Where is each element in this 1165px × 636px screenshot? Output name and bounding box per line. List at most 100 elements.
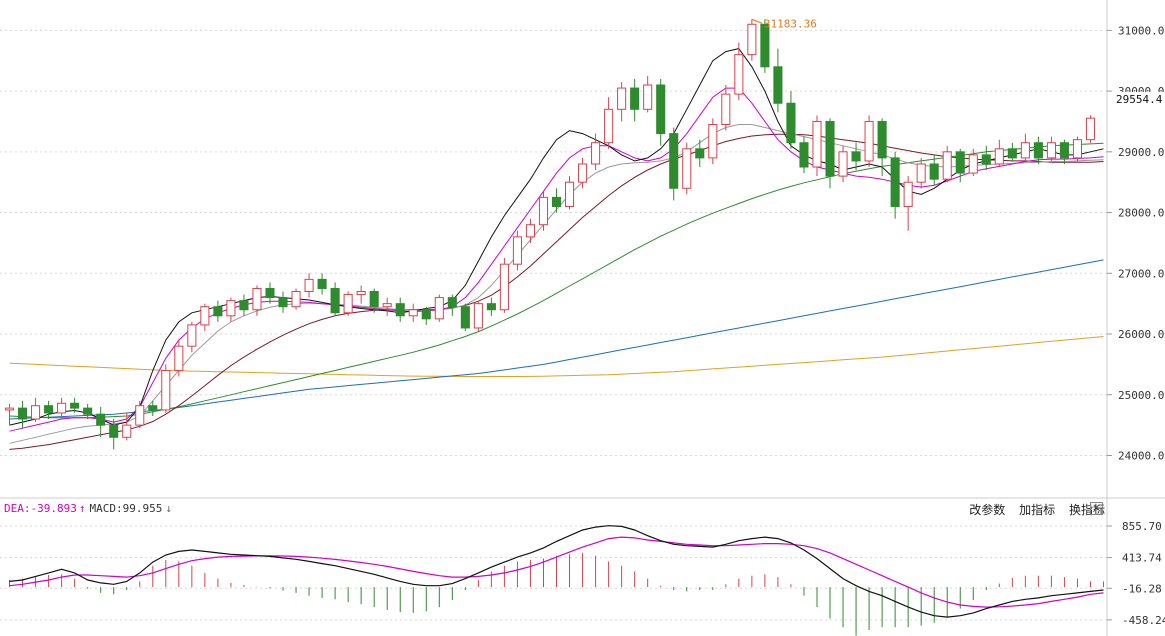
candlestick [499,258,509,313]
macd-legend: DEA:-39.893 ↑ MACD:99.955 ↓ [4,502,172,515]
main-panel: 31000.030000.029000.028000.027000.026000… [0,0,1164,498]
candlestick [395,297,405,322]
macd-axis-ticks: 855.70 413.74 -16.28 -458.24 [1107,520,1165,627]
candle-body [604,108,614,144]
candle-body [747,23,757,56]
price-tick-label: 28000.0 [1118,207,1164,220]
candlestick [656,78,666,146]
candlestick [981,145,991,171]
candlestick [851,142,861,171]
close-panel-button[interactable]: ✕ [1090,502,1103,515]
candle-body [83,407,93,415]
candlestick [382,297,392,316]
macd-tick-label: 855.70 [1122,520,1162,533]
candle-body [734,54,744,95]
candle-body [96,413,106,426]
candle-body [460,306,470,329]
candle-body [903,181,913,207]
candlestick [148,400,158,417]
candlestick [161,364,171,413]
candlestick [408,303,418,322]
candlestick [1072,136,1083,161]
moving-average-line [9,259,1104,420]
last-price-tag: 29554.4 [1110,92,1165,108]
candlestick [617,81,627,122]
candlestick [31,397,41,423]
candlestick [330,282,340,316]
candle-body [591,142,601,165]
candle-body [109,424,119,438]
candle-body [708,124,718,159]
candlestick [1033,136,1043,164]
candle-body [161,369,171,411]
candle-body [1059,142,1069,159]
candlestick [1059,139,1069,164]
candle-body [213,306,223,317]
candle-body [473,303,483,329]
candlestick [109,419,119,450]
candlestick [44,400,54,420]
candle-body [265,287,275,299]
candle-body [695,148,705,159]
candle-body [421,309,431,320]
switch-indicator-button[interactable]: 换指标 [1068,503,1105,517]
candle-body [669,133,679,189]
candle-body [538,196,549,226]
candlestick [864,115,874,168]
price-tick-label: 27000.0 [1118,267,1164,280]
candlestick [421,306,431,325]
candle-body [799,142,809,168]
candle-body [382,303,392,308]
candle-body [929,163,939,180]
candle-body [70,402,80,409]
candle-body [369,291,379,308]
candlestick [174,340,184,377]
candlestick [135,400,145,429]
candle-body [760,23,770,68]
candle-body [525,224,536,238]
candlestick [460,303,470,331]
candle-body [643,84,653,110]
candle-body [564,181,575,207]
candlestick [747,19,757,61]
macd-tick-label: 413.74 [1122,552,1162,565]
candle-body [317,278,327,289]
candlestick [525,218,536,243]
candle-body [630,87,640,110]
price-axis-ticks: 31000.030000.029000.028000.027000.026000… [1107,24,1164,462]
candle-body [773,66,783,104]
candle-body [682,148,692,189]
candle-body [291,291,301,308]
candlestick [473,300,483,331]
candle-body [278,297,288,308]
candlestick [538,191,549,231]
moving-average-line [9,336,1104,377]
candlestick [786,91,796,149]
add-indicator-button[interactable]: 加指标 [1019,503,1056,517]
candle-body [955,151,965,174]
peak-marker: 31183.36 [751,17,817,30]
candle-body [864,120,874,162]
edit-params-button[interactable]: 改参数 [969,503,1006,517]
candlestick [369,288,379,313]
candle-body [1046,142,1056,159]
candlestick [708,118,718,164]
candle-body [200,306,210,326]
candlestick [968,148,978,177]
candlestick [591,133,601,171]
candlestick [57,397,67,417]
candlestick [265,282,275,304]
candlestick [317,273,327,295]
candlestick [17,400,28,429]
moving-average-line [9,48,1104,426]
candlestick [916,157,926,189]
candlestick [213,300,223,322]
candle-body [17,407,28,420]
candle-body [825,120,835,177]
candlestick [83,403,93,420]
candlestick [773,48,783,113]
candlestick [551,188,562,213]
candle-body [1007,148,1017,159]
dea-line [9,536,1104,608]
candlestick [70,397,80,413]
